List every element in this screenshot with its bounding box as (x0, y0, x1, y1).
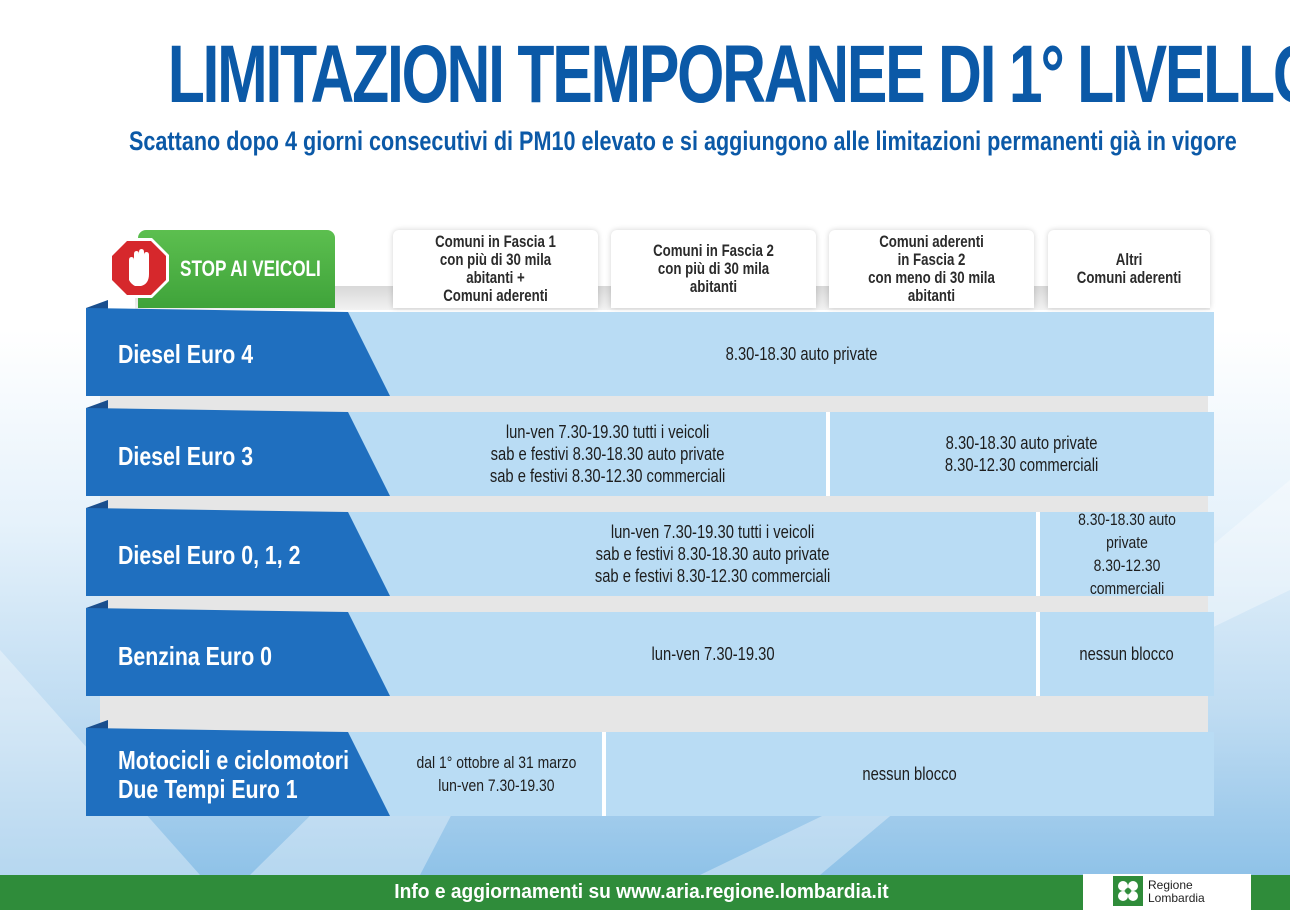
row-gap (100, 696, 1208, 732)
cell-divider (1036, 612, 1040, 696)
row-label-banner (86, 300, 390, 396)
logo-text: Regione Lombardia (1148, 878, 1205, 905)
stop-tab (138, 230, 335, 308)
table-cell: nessun blocco (1040, 612, 1214, 696)
column-header-text: Comuni in Fascia 1 con più di 30 mila ab… (435, 232, 556, 305)
cell-text: lun-ven 7.30-19.30 tutti i veicoli sab e… (490, 422, 726, 486)
row-label-banner (86, 600, 390, 696)
footer-info-text: Info e aggiornamenti su www.aria.regione… (393, 881, 889, 903)
stop-hand-icon (109, 238, 169, 298)
column-header-fascia2: Comuni in Fascia 2 con più di 30 mila ab… (611, 230, 816, 308)
column-header-text: Altri Comuni aderenti (1076, 250, 1182, 287)
row-gap (100, 596, 1208, 612)
row-gap (100, 496, 1208, 512)
cell-divider (826, 412, 830, 496)
table-cell: lun-ven 7.30-19.30 (390, 612, 1036, 696)
cell-text: 8.30-18.30 auto private (726, 344, 878, 364)
column-header-text: Comuni aderenti in Fascia 2 con meno di … (868, 232, 995, 305)
row-label: Motocicli e ciclomotori Due Tempi Euro 1 (118, 745, 350, 804)
row-label: Diesel Euro 3 (118, 441, 254, 471)
row-label: Diesel Euro 0, 1, 2 (118, 540, 301, 570)
footer-bar (0, 875, 1290, 910)
column-header-fascia1: Comuni in Fascia 1 con più di 30 mila ab… (393, 230, 598, 308)
table-cell: lun-ven 7.30-19.30 tutti i veicoli sab e… (390, 412, 826, 496)
row-label: Benzina Euro 0 (118, 641, 273, 671)
cell-divider (1036, 512, 1040, 596)
page-title: LIMITAZIONI TEMPORANEE DI 1° LIVELLO (167, 29, 1290, 120)
row-label-banner (86, 500, 390, 596)
cell-text: dal 1° ottobre al 31 marzo lun-ven 7.30-… (416, 753, 576, 795)
stop-label: STOP AI VEICOLI (180, 256, 321, 281)
column-header-altri: Altri Comuni aderenti (1048, 230, 1210, 308)
cell-text: 8.30-18.30 auto private 8.30-12.30 comme… (1078, 510, 1176, 598)
table-cell: 8.30-18.30 auto private (390, 312, 1214, 396)
table-cell: 8.30-18.30 auto private 8.30-12.30 comme… (830, 412, 1214, 496)
cell-text: 8.30-18.30 auto private 8.30-12.30 comme… (945, 433, 1099, 475)
column-header-text: Comuni in Fascia 2 con più di 30 mila ab… (653, 241, 774, 296)
row-label-banner (86, 720, 390, 816)
footer-info: Info e aggiornamenti su www.aria.regione… (0, 875, 1290, 910)
table-cell: 8.30-18.30 auto private 8.30-12.30 comme… (1040, 510, 1214, 598)
cell-text: nessun blocco (862, 764, 958, 784)
table-cell: dal 1° ottobre al 31 marzo lun-ven 7.30-… (390, 732, 602, 816)
row-label: Diesel Euro 4 (118, 339, 254, 369)
row-label-banner (86, 400, 390, 496)
page-subtitle: Scattano dopo 4 giorni consecutivi di PM… (129, 126, 1237, 156)
table-cell: lun-ven 7.30-19.30 tutti i veicoli sab e… (390, 512, 1036, 596)
row-gap (100, 396, 1208, 412)
logo-box (1083, 874, 1251, 910)
table-cell: nessun blocco (606, 732, 1214, 816)
cell-text: nessun blocco (1079, 644, 1175, 664)
column-header-aderenti-fascia2: Comuni aderenti in Fascia 2 con meno di … (829, 230, 1034, 308)
cell-text: lun-ven 7.30-19.30 tutti i veicoli sab e… (595, 522, 831, 586)
cell-divider (602, 732, 606, 816)
cell-text: lun-ven 7.30-19.30 (651, 644, 775, 664)
regione-lombardia-logo-icon (1113, 876, 1143, 906)
